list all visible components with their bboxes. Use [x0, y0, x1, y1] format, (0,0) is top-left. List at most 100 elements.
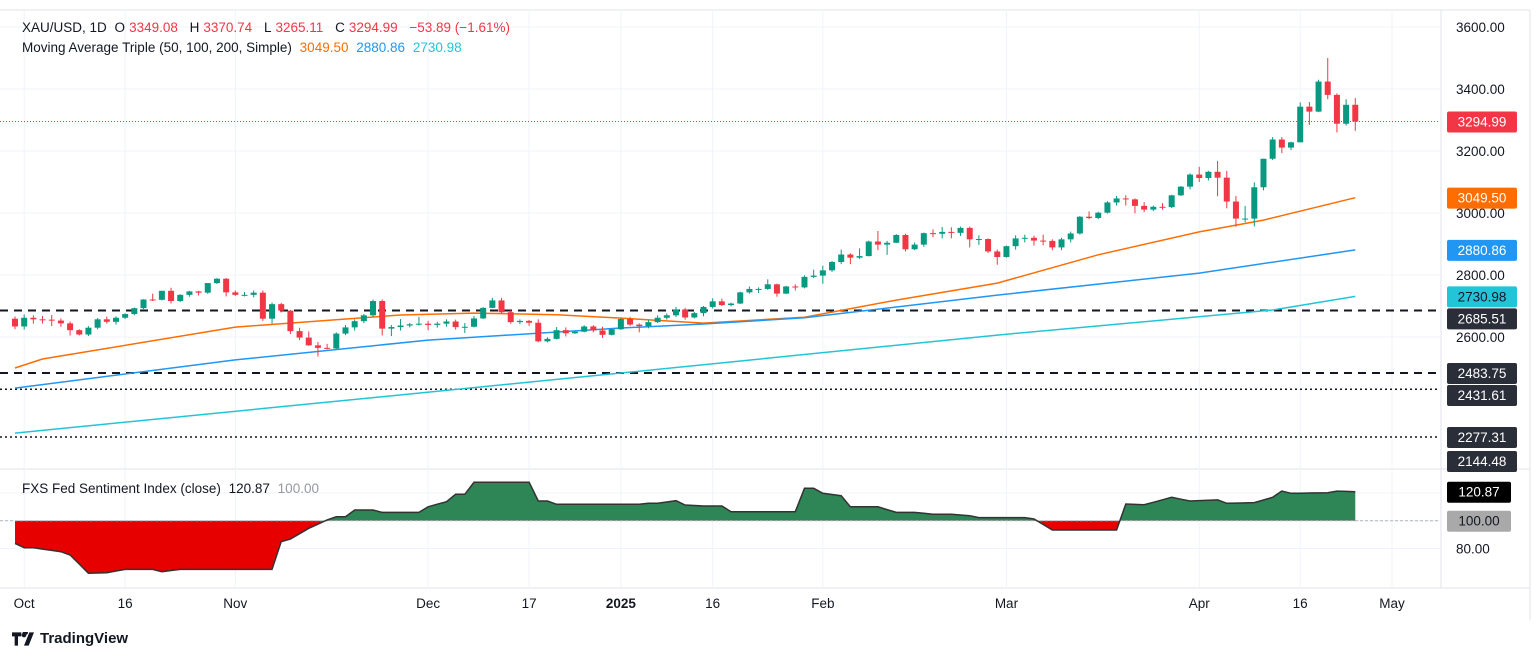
indicator-tick-label: 80.00	[1456, 542, 1490, 557]
candle-body	[856, 256, 863, 258]
candle-body	[617, 319, 624, 330]
candle	[819, 265, 826, 284]
main-pane[interactable]	[0, 58, 1440, 478]
candle	[966, 226, 973, 248]
candle-body	[1131, 199, 1138, 206]
candle-body	[425, 323, 432, 325]
time-tick-label: 16	[118, 596, 133, 611]
candle	[516, 319, 523, 325]
candle-body	[507, 312, 514, 323]
tag-text: 120.87	[1458, 485, 1499, 500]
candle	[1058, 237, 1065, 251]
candle-body	[544, 338, 551, 342]
candle-body	[434, 323, 441, 325]
candle-body	[158, 290, 165, 300]
candle-body	[948, 231, 955, 233]
candle	[847, 253, 854, 265]
candle	[241, 292, 248, 297]
sentiment-area-above	[325, 482, 1356, 521]
candle	[1242, 205, 1249, 223]
candle-body	[911, 244, 918, 250]
level-value-tag: 2144.48	[1447, 451, 1517, 472]
time-tick-label: Feb	[811, 596, 834, 611]
candle-body	[526, 320, 533, 323]
candle	[1076, 216, 1083, 235]
candle-body	[902, 235, 909, 250]
tradingview-logo-icon	[12, 631, 34, 646]
candle	[636, 323, 643, 333]
ma-title[interactable]: Moving Average Triple (50, 100, 200, Sim…	[22, 40, 292, 55]
candle-body	[1150, 206, 1157, 210]
candle-body	[581, 326, 588, 332]
sentiment-line	[14, 481, 1356, 574]
candle-body	[1095, 212, 1102, 218]
candle	[672, 306, 679, 318]
candle-body	[663, 315, 670, 318]
candle-body	[957, 227, 964, 233]
candle-body	[1049, 240, 1056, 248]
candle-body	[131, 308, 138, 315]
candle	[351, 319, 358, 331]
candle-body	[103, 319, 110, 322]
candle	[599, 326, 606, 338]
price-tick-label: 3600.00	[1456, 20, 1505, 35]
candle	[461, 323, 468, 333]
level-value-tag: 2685.51	[1447, 308, 1517, 330]
candle	[856, 248, 863, 259]
candle	[1030, 235, 1037, 246]
candle	[682, 307, 689, 320]
close-value: 3294.99	[348, 20, 398, 35]
candle	[948, 227, 955, 239]
candle	[535, 319, 542, 343]
candle	[571, 331, 578, 334]
time-tick-label: 16	[1293, 596, 1308, 611]
ma-value-tag: 2880.86	[1447, 239, 1517, 261]
candle-body	[351, 321, 358, 328]
candle	[30, 315, 37, 324]
candle	[379, 299, 386, 336]
candle	[1177, 186, 1184, 196]
sentiment-area-below	[15, 520, 1356, 574]
candle-body	[370, 301, 377, 316]
ma-value-tag: 2730.98	[1447, 286, 1517, 308]
candle	[498, 297, 505, 314]
candle	[232, 290, 239, 296]
candle-body	[415, 323, 422, 325]
candle-body	[1076, 216, 1083, 234]
candle	[617, 317, 624, 330]
candle	[158, 290, 165, 301]
candle	[792, 284, 799, 291]
candle	[755, 287, 762, 293]
candle	[213, 278, 220, 284]
candle	[1214, 160, 1221, 197]
candle	[764, 279, 771, 290]
candle	[1049, 239, 1056, 251]
sentiment-baseline-tag: 100.00	[1447, 510, 1511, 532]
candle	[884, 240, 891, 255]
tag-text: 2880.86	[1458, 243, 1507, 258]
candle-body	[1352, 104, 1359, 122]
candle-body	[691, 313, 698, 318]
candle-body	[700, 306, 707, 314]
tag-text: 2144.48	[1458, 454, 1507, 469]
candle	[149, 293, 156, 302]
candle-body	[1113, 198, 1120, 203]
candle-body	[85, 327, 92, 335]
indicator-title[interactable]: FXS Fed Sentiment Index (close)	[22, 481, 221, 496]
candle-body	[250, 292, 257, 295]
candle-body	[562, 330, 569, 334]
candle	[773, 283, 780, 297]
candle	[489, 297, 496, 309]
candle	[425, 320, 432, 331]
tradingview-brand: TradingView	[40, 630, 129, 647]
candle	[1251, 182, 1258, 227]
tag-text: 3294.99	[1458, 115, 1507, 130]
candle	[1205, 170, 1212, 181]
tradingview-logo[interactable]: TradingView	[12, 630, 128, 647]
candle	[911, 242, 918, 251]
time-tick-label: Mar	[995, 596, 1019, 611]
candle	[480, 307, 487, 320]
candle	[1113, 195, 1120, 206]
symbol-label[interactable]: XAU/USD, 1D	[22, 20, 107, 35]
